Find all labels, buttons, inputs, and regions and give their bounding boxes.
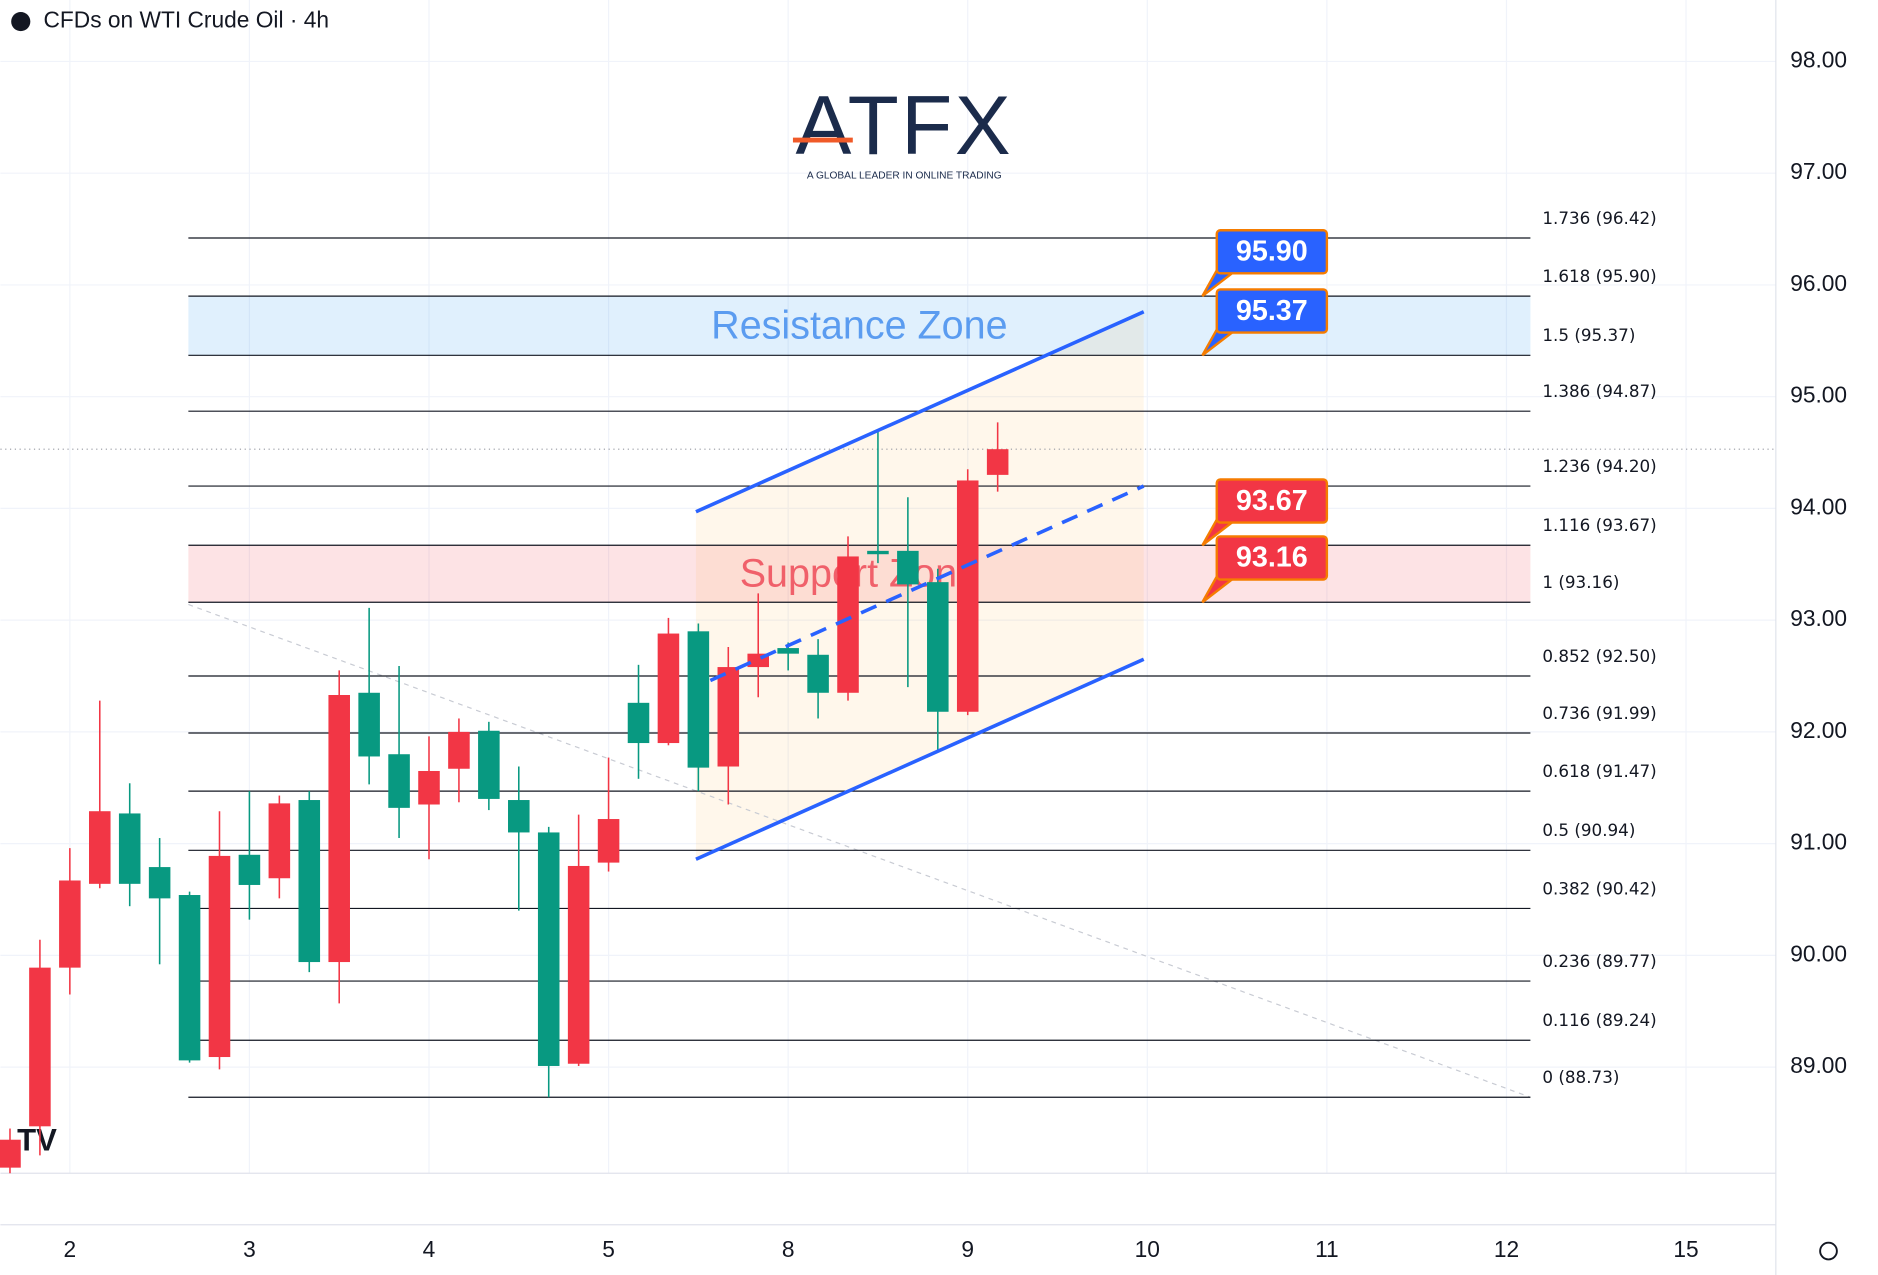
candle-body xyxy=(238,854,261,885)
candle-body xyxy=(29,967,51,1127)
trendline xyxy=(188,603,1531,1098)
candle-body xyxy=(448,731,470,769)
x-tick-label: 4 xyxy=(423,1236,436,1262)
background xyxy=(0,0,1776,1174)
callout-label: 93.67 xyxy=(1236,485,1308,517)
brand-logo: ATFX xyxy=(796,78,1014,172)
channel-line xyxy=(695,310,1145,514)
fib-label: 0.116 (89.24) xyxy=(1542,1010,1656,1030)
x-tick-label: 10 xyxy=(1135,1236,1160,1262)
x-tick-label: 2 xyxy=(64,1236,77,1262)
candle-body xyxy=(927,582,949,712)
x-tick-label: 11 xyxy=(1315,1236,1339,1262)
fib-label: 0.236 (89.77) xyxy=(1542,951,1656,971)
fib-label: 0.5 (90.94) xyxy=(1542,820,1635,840)
x-tick-label: 8 xyxy=(782,1236,795,1262)
y-tick-label: 94.00 xyxy=(1790,493,1847,519)
candle-body xyxy=(268,803,291,879)
candle-body xyxy=(298,800,321,963)
fib-label: 1.736 (96.42) xyxy=(1542,208,1656,228)
candle-body xyxy=(567,865,590,1064)
candle-body xyxy=(777,648,799,654)
candle-body xyxy=(537,832,560,1066)
candle-body xyxy=(0,1139,21,1168)
fib-label: 0.736 (91.99) xyxy=(1542,703,1656,723)
candle-body xyxy=(328,695,350,963)
y-tick-label: 96.00 xyxy=(1790,270,1847,296)
callout-box xyxy=(1215,535,1329,581)
y-tick-label: 97.00 xyxy=(1790,158,1847,184)
fib-label: 1.618 (95.90) xyxy=(1542,266,1656,286)
brand-tagline: A GLOBAL LEADER IN ONLINE TRADING xyxy=(807,171,1002,182)
callout-label: 95.90 xyxy=(1236,236,1308,268)
x-tick-label: 12 xyxy=(1494,1236,1519,1262)
candle-body xyxy=(687,631,710,768)
candle-body xyxy=(657,633,680,744)
x-tick-label: 9 xyxy=(961,1236,974,1262)
fib-label: 1.5 (95.37) xyxy=(1542,325,1635,345)
x-tick-label: 15 xyxy=(1673,1236,1698,1262)
candle-body xyxy=(837,556,859,693)
fib-label: 1 (93.16) xyxy=(1542,572,1619,592)
fib-label: 0.852 (92.50) xyxy=(1542,646,1656,666)
tv-logo: TV xyxy=(17,1122,57,1157)
callout-label: 95.37 xyxy=(1236,295,1308,327)
fib-label: 0 (88.73) xyxy=(1542,1067,1619,1087)
x-tick-label: 5 xyxy=(602,1236,615,1262)
candle-body xyxy=(418,770,440,805)
channel-line xyxy=(695,657,1145,861)
channel-line xyxy=(709,484,1145,683)
candle-body xyxy=(358,692,380,757)
candle-body xyxy=(478,730,500,799)
candle-body xyxy=(627,702,650,744)
y-tick-label: 89.00 xyxy=(1790,1052,1847,1078)
callout-box xyxy=(1215,478,1329,524)
zone-label: Resistance Zone xyxy=(711,304,1007,348)
y-tick-label: 90.00 xyxy=(1790,940,1847,966)
callout-box xyxy=(1215,229,1329,275)
fib-label: 1.386 (94.87) xyxy=(1542,381,1656,401)
y-tick-label: 91.00 xyxy=(1790,829,1847,855)
candle-body xyxy=(508,800,530,833)
candle-body xyxy=(118,813,141,884)
fib-label: 0.382 (90.42) xyxy=(1542,878,1656,898)
chart-title: CFDs on WTI Crude Oil · 4h xyxy=(44,7,330,33)
candle-body xyxy=(597,819,620,863)
candle-body xyxy=(148,867,171,899)
candle-body xyxy=(897,550,919,585)
candle-body xyxy=(956,480,979,712)
y-tick-label: 95.00 xyxy=(1790,382,1847,408)
candle-body xyxy=(867,550,889,555)
candle-body xyxy=(986,449,1009,475)
candle-body xyxy=(59,880,81,968)
candle-body xyxy=(807,654,829,693)
settings-icon[interactable] xyxy=(1819,1241,1838,1261)
candle-body xyxy=(208,855,231,1058)
candle-body xyxy=(717,667,740,767)
x-tick-label: 3 xyxy=(243,1236,256,1262)
callout-label: 93.16 xyxy=(1236,542,1308,574)
candle-body xyxy=(89,811,111,884)
y-tick-label: 92.00 xyxy=(1790,717,1847,743)
callout-box xyxy=(1215,288,1329,334)
fib-label: 1.116 (93.67) xyxy=(1542,515,1656,535)
y-tick-label: 98.00 xyxy=(1790,46,1847,72)
fib-label: 0.618 (91.47) xyxy=(1542,761,1656,781)
fib-label: 1.236 (94.20) xyxy=(1542,456,1656,476)
symbol-icon xyxy=(11,11,31,32)
candle-body xyxy=(178,895,201,1061)
candle-body xyxy=(388,754,410,808)
y-tick-label: 93.00 xyxy=(1790,605,1847,631)
